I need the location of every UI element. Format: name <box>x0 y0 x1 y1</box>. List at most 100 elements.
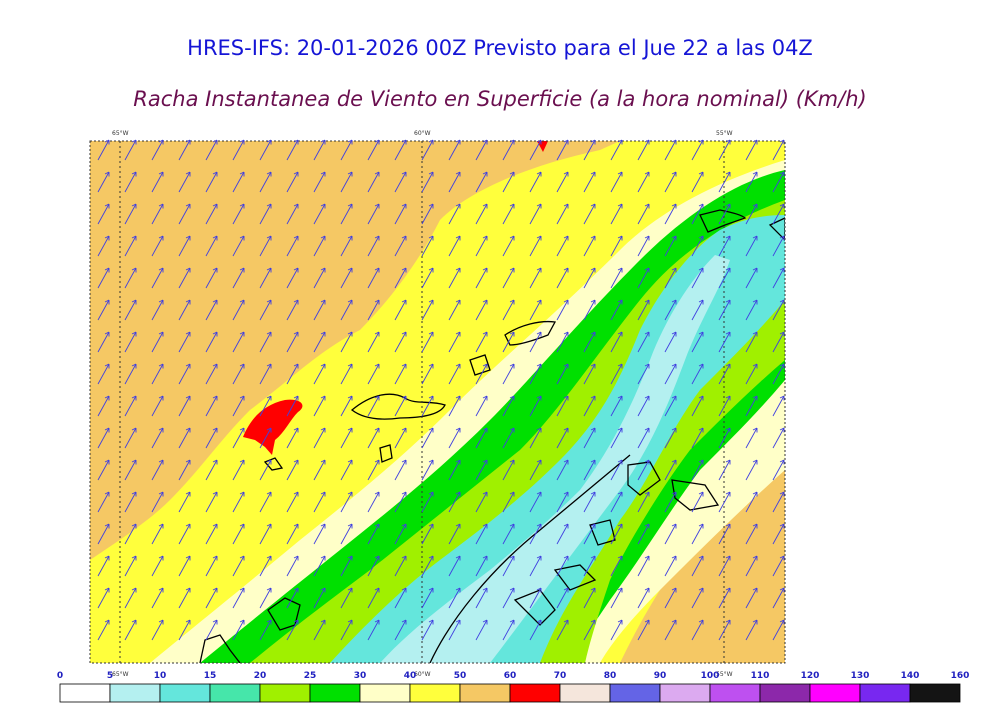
wind-arrow <box>448 363 461 385</box>
wind-arrow <box>529 555 542 577</box>
legend-swatch <box>359 683 411 703</box>
wind-arrow <box>583 459 596 481</box>
wind-arrow <box>124 459 137 481</box>
wind-arrow <box>448 203 461 225</box>
wind-arrow <box>232 587 245 609</box>
wind-arrow <box>394 139 407 161</box>
wind-arrow <box>367 363 380 385</box>
wind-arrow <box>340 299 353 321</box>
wind-arrow <box>502 363 515 385</box>
wind-arrow <box>637 139 650 161</box>
wind-arrow <box>421 363 434 385</box>
wind-arrow <box>475 267 488 289</box>
wind-arrow <box>205 299 218 321</box>
wind-arrow <box>718 619 731 641</box>
wind-arrow <box>259 363 272 385</box>
wind-arrow <box>691 363 704 385</box>
wind-arrow <box>205 267 218 289</box>
wind-arrow <box>367 395 380 417</box>
wind-arrow <box>313 299 326 321</box>
wind-arrow <box>718 235 731 257</box>
wind-arrow <box>421 619 434 641</box>
wind-arrow <box>367 299 380 321</box>
legend-swatch <box>209 683 261 703</box>
wind-arrow <box>97 331 110 353</box>
wind-arrow <box>772 395 785 417</box>
wind-arrow <box>178 587 191 609</box>
wind-arrow <box>772 299 785 321</box>
legend-tick-label: 5 <box>107 671 113 681</box>
wind-arrow <box>664 395 677 417</box>
wind-arrow <box>259 427 272 449</box>
wind-arrow <box>367 267 380 289</box>
wind-arrow <box>205 235 218 257</box>
wind-arrow <box>529 395 542 417</box>
legend-tick-label: 70 <box>554 671 567 681</box>
wind-arrow <box>97 491 110 513</box>
wind-arrow <box>637 363 650 385</box>
wind-arrow <box>313 363 326 385</box>
wind-arrow <box>124 523 137 545</box>
wind-arrow <box>313 395 326 417</box>
wind-arrow <box>529 523 542 545</box>
wind-arrow <box>664 491 677 513</box>
lon-label-top: 55°W <box>716 130 733 137</box>
wind-arrow <box>151 459 164 481</box>
legend-swatch <box>259 683 311 703</box>
wind-arrow <box>367 171 380 193</box>
wind-arrow <box>529 427 542 449</box>
wind-arrow <box>529 619 542 641</box>
wind-arrow <box>610 203 623 225</box>
wind-arrow <box>664 203 677 225</box>
wind-arrow <box>340 395 353 417</box>
wind-arrow <box>340 171 353 193</box>
legend-tick-label: 100 <box>701 671 720 681</box>
wind-arrow <box>97 267 110 289</box>
wind-arrow <box>97 619 110 641</box>
wind-arrow <box>205 491 218 513</box>
wind-arrow <box>124 619 137 641</box>
wind-arrow <box>583 523 596 545</box>
wind-arrow <box>178 555 191 577</box>
wind-arrow <box>556 363 569 385</box>
wind-arrow <box>529 139 542 161</box>
wind-arrow <box>556 235 569 257</box>
wind-arrow <box>610 619 623 641</box>
legend-tick-label: 30 <box>354 671 367 681</box>
legend-swatch <box>309 683 361 703</box>
wind-arrow <box>718 491 731 513</box>
wind-arrow <box>151 299 164 321</box>
wind-arrow <box>232 139 245 161</box>
wind-arrow <box>178 491 191 513</box>
wind-arrow <box>394 427 407 449</box>
legend-swatch <box>609 683 661 703</box>
wind-arrow <box>259 139 272 161</box>
wind-arrow <box>205 459 218 481</box>
wind-arrow <box>421 427 434 449</box>
legend-swatch <box>659 683 711 703</box>
wind-arrow <box>205 363 218 385</box>
wind-arrow <box>691 491 704 513</box>
wind-arrow <box>772 587 785 609</box>
wind-arrow <box>610 587 623 609</box>
legend-swatch <box>159 683 211 703</box>
wind-arrow <box>637 555 650 577</box>
wind-arrow <box>529 491 542 513</box>
wind-arrow <box>340 363 353 385</box>
wind-arrow <box>367 139 380 161</box>
wind-arrow <box>772 555 785 577</box>
wind-arrow <box>772 171 785 193</box>
wind-arrow <box>178 299 191 321</box>
legend-tick-label: 110 <box>751 671 770 681</box>
legend-swatch <box>59 683 111 703</box>
wind-arrow <box>502 459 515 481</box>
wind-arrow <box>718 363 731 385</box>
wind-arrow <box>421 459 434 481</box>
wind-arrow <box>97 171 110 193</box>
wind-arrow <box>610 235 623 257</box>
wind-arrow <box>421 171 434 193</box>
wind-arrow <box>772 203 785 225</box>
wind-arrow <box>718 331 731 353</box>
wind-arrow <box>151 555 164 577</box>
